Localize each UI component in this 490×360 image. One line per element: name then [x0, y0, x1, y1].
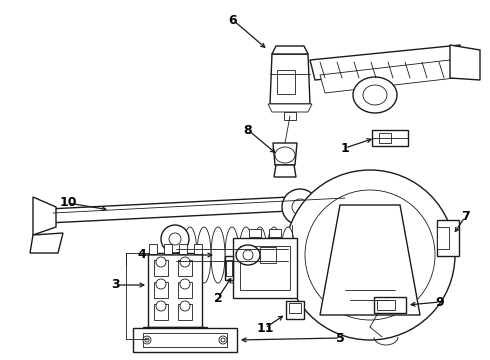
Bar [377, 300, 395, 310]
Polygon shape [320, 205, 420, 315]
Bar [178, 260, 192, 276]
Ellipse shape [143, 336, 151, 344]
Ellipse shape [156, 257, 166, 267]
Ellipse shape [221, 338, 225, 342]
Ellipse shape [239, 227, 253, 283]
Ellipse shape [211, 227, 225, 283]
Polygon shape [320, 60, 455, 93]
Ellipse shape [267, 227, 281, 283]
Polygon shape [274, 165, 296, 177]
Ellipse shape [253, 227, 267, 283]
Text: 3: 3 [111, 279, 119, 292]
Polygon shape [240, 246, 290, 290]
Polygon shape [260, 247, 276, 263]
Ellipse shape [180, 279, 190, 289]
Ellipse shape [180, 257, 190, 267]
Ellipse shape [169, 233, 181, 245]
Polygon shape [270, 54, 310, 104]
Polygon shape [143, 327, 207, 339]
Polygon shape [33, 197, 56, 235]
Ellipse shape [282, 189, 318, 225]
Polygon shape [273, 143, 297, 165]
Ellipse shape [225, 227, 239, 283]
Polygon shape [143, 333, 227, 347]
Polygon shape [310, 45, 465, 80]
Polygon shape [268, 104, 312, 112]
Ellipse shape [305, 190, 435, 320]
Ellipse shape [275, 147, 295, 163]
Text: 8: 8 [244, 123, 252, 136]
Ellipse shape [292, 199, 308, 215]
Bar [379, 133, 391, 143]
Bar [178, 282, 192, 298]
Text: 1: 1 [341, 141, 349, 154]
Ellipse shape [353, 77, 397, 113]
Text: 6: 6 [229, 13, 237, 27]
Bar [249, 229, 261, 237]
Ellipse shape [363, 85, 387, 105]
Text: 9: 9 [436, 296, 444, 309]
Bar [437, 227, 449, 249]
Bar [277, 70, 295, 94]
Bar [149, 244, 157, 254]
Text: 11: 11 [256, 321, 274, 334]
Ellipse shape [183, 227, 197, 283]
Text: 7: 7 [461, 211, 469, 224]
Ellipse shape [340, 225, 400, 285]
Ellipse shape [156, 301, 166, 311]
Text: 2: 2 [214, 292, 222, 305]
Text: 10: 10 [59, 197, 77, 210]
Ellipse shape [236, 245, 260, 265]
Polygon shape [233, 238, 297, 298]
Polygon shape [225, 256, 233, 280]
Bar [194, 244, 202, 254]
Bar [154, 282, 168, 298]
Bar [269, 229, 281, 237]
Text: 4: 4 [138, 248, 147, 261]
Ellipse shape [197, 227, 211, 283]
Bar [284, 112, 296, 120]
Ellipse shape [243, 250, 253, 260]
Bar [226, 260, 232, 276]
Bar [178, 304, 192, 320]
Ellipse shape [281, 227, 295, 283]
Ellipse shape [145, 338, 149, 342]
Bar [289, 303, 301, 313]
Polygon shape [272, 46, 308, 54]
Polygon shape [372, 130, 408, 146]
Ellipse shape [180, 301, 190, 311]
Bar [286, 301, 304, 319]
Polygon shape [374, 297, 406, 313]
Polygon shape [30, 233, 63, 253]
Bar [293, 225, 311, 237]
Ellipse shape [161, 225, 189, 253]
Text: 5: 5 [336, 332, 344, 345]
Ellipse shape [285, 170, 455, 340]
Ellipse shape [156, 279, 166, 289]
Ellipse shape [219, 336, 227, 344]
Polygon shape [437, 220, 459, 256]
Polygon shape [450, 45, 480, 80]
Polygon shape [148, 253, 202, 327]
Polygon shape [48, 194, 350, 223]
Bar [154, 304, 168, 320]
Bar [164, 244, 172, 254]
Polygon shape [133, 328, 237, 352]
Bar [179, 244, 187, 254]
Bar [154, 260, 168, 276]
